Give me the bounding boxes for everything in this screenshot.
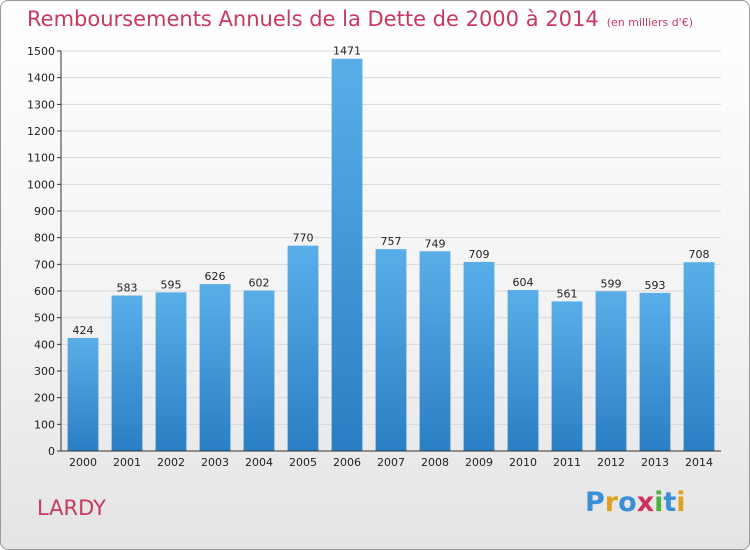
y-tick-label: 1100 bbox=[27, 152, 55, 165]
data-label: 593 bbox=[645, 279, 666, 292]
y-tick-label: 1000 bbox=[27, 178, 55, 191]
data-label: 602 bbox=[249, 276, 270, 289]
chart-title-unit: (en milliers d'€) bbox=[606, 16, 693, 29]
bars: 424 583 595 626 602 770 1471 757 749 709 604 561 599… bbox=[67, 45, 715, 451]
x-tick-label: 2004 bbox=[245, 456, 273, 469]
data-label: 709 bbox=[469, 248, 490, 261]
y-tick-label: 400 bbox=[34, 338, 55, 351]
x-tick-label: 2001 bbox=[113, 456, 141, 469]
bar bbox=[463, 261, 495, 451]
x-tick-label: 2014 bbox=[685, 456, 713, 469]
bar bbox=[507, 289, 539, 451]
bar bbox=[419, 251, 451, 451]
data-label: 595 bbox=[161, 278, 182, 291]
x-tick-label: 2009 bbox=[465, 456, 493, 469]
data-label: 583 bbox=[117, 282, 138, 295]
x-tick-label: 2000 bbox=[69, 456, 97, 469]
logo-letter: x bbox=[636, 487, 655, 518]
x-tick-label: 2006 bbox=[333, 456, 361, 469]
x-tick-label: 2007 bbox=[377, 456, 405, 469]
data-label: 749 bbox=[425, 237, 446, 250]
logo-letter: P bbox=[585, 487, 605, 518]
data-label: 770 bbox=[293, 232, 314, 245]
x-tick-label: 2013 bbox=[641, 456, 669, 469]
x-tick-label: 2002 bbox=[157, 456, 185, 469]
logo-letter: t bbox=[663, 487, 677, 518]
data-label: 599 bbox=[601, 277, 622, 290]
y-tick-label: 1200 bbox=[27, 125, 55, 138]
x-tick-label: 2010 bbox=[509, 456, 537, 469]
x-tick-label: 2011 bbox=[553, 456, 581, 469]
x-tick-label: 2003 bbox=[201, 456, 229, 469]
y-tick-label: 900 bbox=[34, 205, 55, 218]
y-tick-label: 1400 bbox=[27, 72, 55, 85]
y-tick-label: 600 bbox=[34, 285, 55, 298]
bar bbox=[111, 295, 143, 451]
data-label: 424 bbox=[73, 324, 94, 337]
bar bbox=[683, 262, 715, 451]
bar bbox=[287, 245, 319, 451]
logo-letter: i bbox=[676, 487, 686, 518]
bar bbox=[199, 284, 231, 451]
x-axis: 2000 2001 2002 2003 2004 2005 2006 2007 2008 2009… bbox=[61, 450, 721, 469]
y-axis: 0 100 200 300 400 500 600 700 800 900 1000 1100 1200… bbox=[27, 45, 62, 458]
proxiti-logo: Proxiti bbox=[585, 487, 686, 518]
data-label: 604 bbox=[513, 276, 534, 289]
y-tick-label: 300 bbox=[34, 365, 55, 378]
x-tick-label: 2012 bbox=[597, 456, 625, 469]
data-label: 1471 bbox=[333, 45, 361, 58]
bar bbox=[551, 301, 583, 451]
y-tick-label: 0 bbox=[48, 445, 55, 458]
bar bbox=[243, 290, 275, 451]
x-tick-label: 2005 bbox=[289, 456, 317, 469]
y-tick-label: 700 bbox=[34, 258, 55, 271]
y-tick-label: 1300 bbox=[27, 98, 55, 111]
y-tick-label: 1500 bbox=[27, 45, 55, 58]
y-tick-label: 100 bbox=[34, 418, 55, 431]
logo-letter: r bbox=[604, 487, 619, 518]
y-tick-label: 200 bbox=[34, 392, 55, 405]
data-label: 757 bbox=[381, 235, 402, 248]
y-tick-label: 500 bbox=[34, 312, 55, 325]
data-label: 626 bbox=[205, 270, 226, 283]
data-label: 708 bbox=[689, 248, 710, 261]
bar bbox=[595, 291, 627, 451]
x-tick-label: 2008 bbox=[421, 456, 449, 469]
bar bbox=[375, 249, 407, 451]
bar bbox=[331, 58, 363, 451]
city-name: LARDY bbox=[37, 496, 106, 520]
y-tick-label: 800 bbox=[34, 232, 55, 245]
chart-title: Remboursements Annuels de la Dette de 20… bbox=[27, 7, 693, 31]
chart-title-main: Remboursements Annuels de la Dette de 20… bbox=[27, 7, 599, 31]
logo-letter: i bbox=[654, 487, 664, 518]
bar bbox=[639, 292, 671, 451]
data-label: 561 bbox=[557, 287, 578, 300]
bar bbox=[155, 292, 187, 451]
bar bbox=[67, 337, 99, 451]
logo-letter: o bbox=[618, 487, 637, 518]
